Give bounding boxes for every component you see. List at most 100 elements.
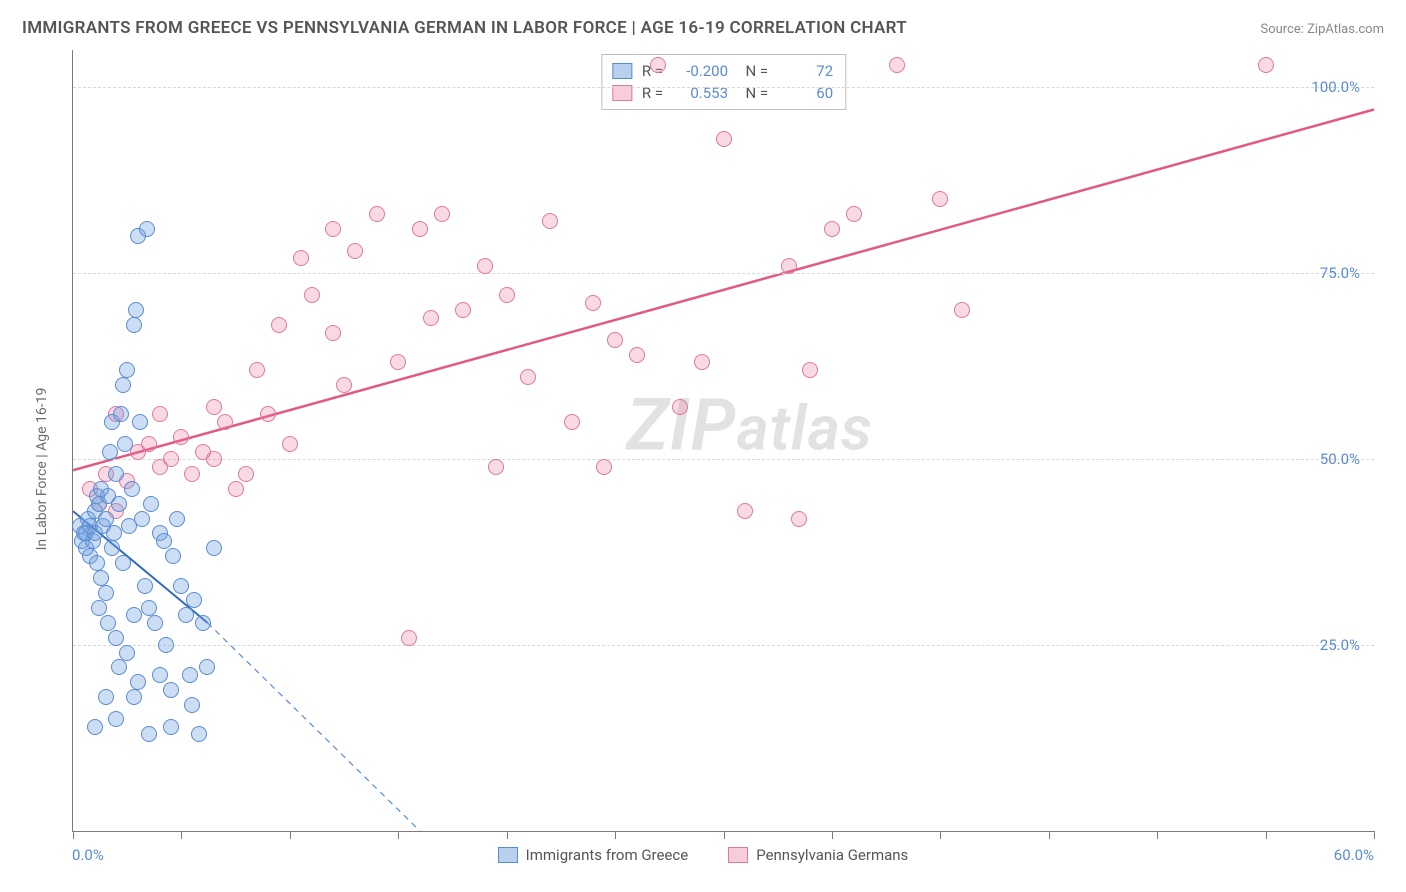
scatter-point-greece <box>108 711 124 727</box>
scatter-point-pagerman <box>889 57 905 73</box>
scatter-point-greece <box>98 511 114 527</box>
scatter-point-greece <box>126 317 142 333</box>
scatter-point-greece <box>130 674 146 690</box>
scatter-point-pagerman <box>607 332 623 348</box>
scatter-point-pagerman <box>791 511 807 527</box>
scatter-point-greece <box>147 615 163 631</box>
x-tick <box>290 831 291 839</box>
scatter-point-pagerman <box>629 347 645 363</box>
series-legend: Immigrants from Greece Pennsylvania Germ… <box>22 846 1384 864</box>
scatter-point-pagerman <box>542 213 558 229</box>
scatter-point-greece <box>126 689 142 705</box>
scatter-point-greece <box>184 697 200 713</box>
scatter-point-pagerman <box>238 466 254 482</box>
x-tick <box>1157 831 1158 839</box>
scatter-point-pagerman <box>260 406 276 422</box>
scatter-point-greece <box>108 630 124 646</box>
scatter-point-pagerman <box>271 317 287 333</box>
scatter-point-pagerman <box>477 258 493 274</box>
scatter-point-greece <box>178 607 194 623</box>
legend-r-greece: -0.200 <box>673 60 728 82</box>
y-axis-label: In Labor Force | Age 16-19 <box>34 388 50 551</box>
legend-swatch-icon <box>728 847 748 863</box>
scatter-point-greece <box>169 511 185 527</box>
scatter-point-pagerman <box>954 302 970 318</box>
x-tick <box>398 831 399 839</box>
scatter-point-greece <box>152 667 168 683</box>
scatter-point-greece <box>111 659 127 675</box>
scatter-point-greece <box>186 592 202 608</box>
scatter-point-pagerman <box>206 451 222 467</box>
scatter-point-greece <box>104 540 120 556</box>
scatter-point-greece <box>98 585 114 601</box>
scatter-point-pagerman <box>564 414 580 430</box>
scatter-point-pagerman <box>325 221 341 237</box>
scatter-point-pagerman <box>423 310 439 326</box>
scatter-point-greece <box>115 555 131 571</box>
scatter-point-greece <box>163 682 179 698</box>
x-tick <box>1266 831 1267 839</box>
scatter-point-pagerman <box>282 436 298 452</box>
correlation-legend: R = -0.200 N = 72 R = 0.553 N = 60 <box>601 54 846 110</box>
scatter-point-pagerman <box>141 436 157 452</box>
scatter-point-greece <box>132 414 148 430</box>
plot-area: ZIPatlas R = -0.200 N = 72 R = 0.553 N =… <box>72 50 1374 832</box>
scatter-point-pagerman <box>152 406 168 422</box>
x-tick <box>832 831 833 839</box>
scatter-point-greece <box>113 406 129 422</box>
scatter-point-greece <box>195 615 211 631</box>
legend-row-greece: R = -0.200 N = 72 <box>612 60 833 82</box>
scatter-point-pagerman <box>737 503 753 519</box>
scatter-point-pagerman <box>347 243 363 259</box>
scatter-point-greece <box>143 496 159 512</box>
scatter-point-pagerman <box>401 630 417 646</box>
x-tick <box>507 831 508 839</box>
scatter-point-greece <box>93 570 109 586</box>
scatter-point-pagerman <box>293 250 309 266</box>
scatter-point-pagerman <box>781 258 797 274</box>
x-tick <box>940 831 941 839</box>
scatter-point-greece <box>117 436 133 452</box>
scatter-point-greece <box>91 600 107 616</box>
legend-swatch-icon <box>498 847 518 863</box>
regression-lines-svg <box>73 50 1374 831</box>
scatter-point-greece <box>115 377 131 393</box>
scatter-point-greece <box>199 659 215 675</box>
scatter-point-pagerman <box>802 362 818 378</box>
scatter-point-greece <box>139 221 155 237</box>
scatter-point-greece <box>182 667 198 683</box>
scatter-point-pagerman <box>716 131 732 147</box>
scatter-point-pagerman <box>325 325 341 341</box>
scatter-point-greece <box>119 362 135 378</box>
scatter-point-pagerman <box>173 429 189 445</box>
scatter-point-pagerman <box>249 362 265 378</box>
legend-n-label: N = <box>738 82 768 104</box>
scatter-point-pagerman <box>585 295 601 311</box>
legend-item-greece: Immigrants from Greece <box>498 846 689 864</box>
scatter-point-pagerman <box>163 451 179 467</box>
legend-swatch-greece <box>612 63 632 79</box>
scatter-point-pagerman <box>336 377 352 393</box>
gridline <box>73 645 1374 646</box>
scatter-point-pagerman <box>206 399 222 415</box>
x-tick <box>1049 831 1050 839</box>
chart-container: In Labor Force | Age 16-19 ZIPatlas R = … <box>22 50 1384 872</box>
legend-label-greece: Immigrants from Greece <box>526 846 689 864</box>
x-tick <box>1374 831 1375 839</box>
legend-r-label: R = <box>642 82 663 104</box>
scatter-point-greece <box>126 607 142 623</box>
regression-line <box>207 623 419 831</box>
x-tick <box>181 831 182 839</box>
scatter-point-pagerman <box>846 206 862 222</box>
scatter-point-pagerman <box>1258 57 1274 73</box>
x-tick <box>73 831 74 839</box>
scatter-point-greece <box>106 525 122 541</box>
scatter-point-pagerman <box>434 206 450 222</box>
scatter-point-greece <box>165 548 181 564</box>
y-tick-label: 50.0% <box>1320 450 1360 468</box>
legend-item-pagerman: Pennsylvania Germans <box>728 846 908 864</box>
gridline <box>73 273 1374 274</box>
watermark: ZIPatlas <box>626 382 872 467</box>
legend-n-label: N = <box>738 60 768 82</box>
scatter-point-greece <box>137 578 153 594</box>
